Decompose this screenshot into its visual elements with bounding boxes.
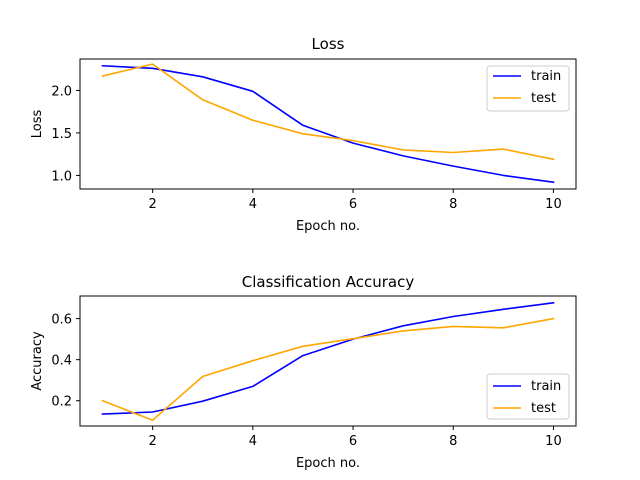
loss-y-tick-label: 1.0 (51, 169, 72, 184)
loss-x-axis-label: Epoch no. (296, 219, 360, 234)
loss-legend-label-train: train (531, 69, 561, 84)
loss-legend-label-test: test (531, 91, 556, 106)
accuracy-y-tick-label: 0.6 (51, 313, 72, 328)
accuracy-x-axis-label: Epoch no. (296, 456, 360, 471)
accuracy-x-tick-label: 8 (449, 434, 457, 449)
loss-axes-frame (79, 58, 577, 190)
loss-chart-title: Loss (312, 35, 345, 53)
accuracy-x-tick-label: 4 (249, 434, 257, 449)
accuracy-legend: train test (486, 373, 570, 420)
accuracy-y-tick-label: 0.4 (51, 354, 72, 369)
loss-series-line-train (101, 64, 555, 184)
loss-y-tick-label: 2.0 (51, 84, 72, 99)
accuracy-axes-frame (79, 295, 577, 427)
accuracy-x-tick-label: 6 (349, 434, 357, 449)
loss-panel: Loss 2 4 6 8 10 1.0 1.5 2.0 Epoch no. Loss trai… (30, 35, 577, 234)
accuracy-panel: Classification Accuracy 2 4 6 8 100.20.40.6 … (30, 273, 577, 471)
loss-series-line-test (101, 63, 555, 161)
loss-x-tick-label: 6 (349, 197, 357, 212)
loss-x-tick-label: 2 (149, 197, 157, 212)
accuracy-ticks: 2 4 6 8 10 0.2 0.4 0.6 (51, 313, 561, 449)
loss-legend-box (486, 65, 570, 112)
loss-x-tick-label: 8 (449, 197, 457, 212)
accuracy-y-axis-label: Accuracy (30, 331, 45, 391)
loss-y-tick-label: 1.5 (51, 127, 72, 142)
loss-ticks: 2 4 6 8 10 1.0 1.5 2.0 (51, 84, 561, 212)
accuracy-chart-title: Classification Accuracy (242, 273, 415, 291)
loss-x-tick-label: 4 (249, 197, 257, 212)
accuracy-x-tick-label: 2 (149, 434, 157, 449)
accuracy-series-line-test (101, 317, 555, 422)
loss-y-axis-label: Loss (30, 110, 45, 139)
loss-x-tick-label: 10 (545, 197, 562, 212)
accuracy-legend-label-test: test (531, 401, 556, 416)
loss-legend: train test (486, 65, 570, 112)
accuracy-series-line-train (101, 301, 555, 415)
accuracy-x-tick-label: 10 (545, 434, 562, 449)
loss-series (101, 63, 555, 184)
accuracy-legend-label-train: train (531, 379, 561, 394)
accuracy-series (101, 301, 555, 422)
accuracy-y-tick-label: 0.2 (51, 395, 72, 410)
